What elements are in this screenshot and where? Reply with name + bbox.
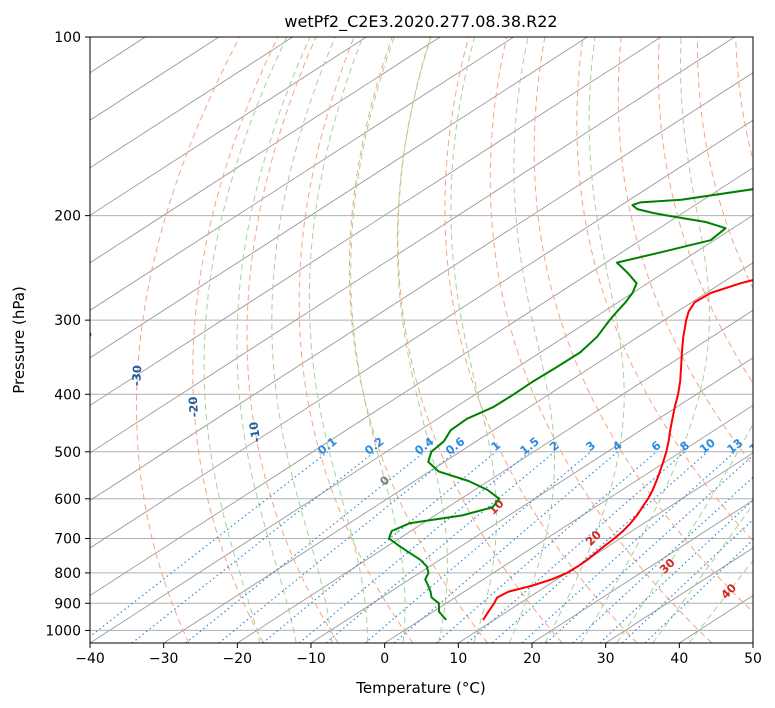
moist-adiabat-line [450, 37, 497, 643]
dry-adiabat-label: -40 [77, 329, 94, 352]
mixing-ratio-line [644, 539, 753, 643]
moist-adiabat-line [688, 559, 753, 643]
x-tick-label: 30 [597, 651, 615, 667]
mixing-ratio-line [218, 451, 456, 643]
isotherm-line [90, 72, 753, 501]
mixing-ratio-line [185, 451, 426, 643]
mixing-ratio-line [90, 451, 329, 638]
y-axis-label: Pressure (hPa) [10, 286, 28, 394]
isotherm-line [90, 167, 753, 597]
y-tick-label: 400 [54, 387, 81, 403]
dry-adiabat-line [444, 37, 638, 643]
x-tick-label: −20 [223, 651, 253, 667]
isotherm-line [458, 452, 753, 643]
dry-adiabat-line [657, 37, 753, 385]
isotherm-line [90, 119, 753, 549]
mixing-ratio-line [131, 451, 376, 643]
mixing-ratio-line [621, 518, 753, 643]
isotherm-line [90, 37, 588, 359]
x-tick-label: 10 [449, 651, 467, 667]
isotherm-line [90, 214, 753, 643]
y-tick-label: 900 [54, 596, 81, 612]
mixing-ratio-line [262, 451, 497, 643]
y-tick-label: 200 [54, 209, 81, 225]
profile-traces [388, 188, 753, 621]
isotherm-line [90, 37, 735, 454]
x-tick-label: 40 [670, 651, 688, 667]
dry-adiabat-line [136, 37, 240, 643]
y-tick-label: 700 [54, 532, 81, 548]
dry-adiabat-line [348, 37, 488, 643]
dry-adiabat-line [298, 37, 414, 643]
y-tick-label: 800 [54, 566, 81, 582]
y-tick-label: 300 [54, 313, 81, 329]
y-tick-label: 1000 [45, 623, 81, 639]
dry-adiabat-line [576, 37, 753, 542]
x-tick-label: 0 [380, 651, 389, 667]
isotherm-line [531, 499, 753, 643]
temperature-trace [482, 278, 753, 621]
dry-adiabat-label: -20 [186, 396, 201, 418]
isotherm-line [90, 37, 662, 406]
background-lines [90, 37, 753, 643]
moist-adiabat-line [652, 503, 753, 643]
mixing-ratio-line [364, 451, 592, 643]
mixing-ratio-line [298, 451, 531, 643]
y-tick-label: 500 [54, 445, 81, 461]
mixing-ratio-line [467, 451, 686, 643]
isotherm-line [384, 404, 753, 643]
moist-adiabat-line [580, 37, 710, 643]
plot-frame [89, 36, 754, 644]
isotherm-line [90, 37, 367, 216]
mixing-ratio-line [325, 451, 556, 643]
dry-adiabat-line [489, 37, 713, 643]
x-tick-label: −40 [75, 651, 105, 667]
moist-adiabat-line [308, 37, 369, 643]
isotherm-line [90, 37, 293, 169]
x-axis-label: Temperature (°C) [355, 679, 485, 697]
dry-adiabat-line [246, 37, 339, 643]
y-tick-label: 100 [54, 30, 81, 46]
plot-area [90, 37, 753, 643]
dry-adiabat-line [192, 37, 279, 643]
dewpoint-trace [388, 188, 753, 621]
moist-adiabat-line [508, 37, 555, 643]
moist-adiabat-line [616, 423, 753, 643]
mixing-ratio-line [521, 451, 736, 643]
y-tick-label: 600 [54, 492, 81, 508]
x-tick-label: 20 [523, 651, 541, 667]
x-tick-label: −30 [149, 651, 179, 667]
dry-adiabat-line [397, 37, 563, 643]
x-tick-label: 50 [744, 651, 762, 667]
isotherm-line [163, 262, 753, 643]
y-axis: 1000 900 800 700 600 500 400 300 200 100 [45, 30, 90, 639]
mixing-ratio-label: 16 [746, 436, 767, 457]
moist-adiabat-line [396, 37, 448, 643]
isotherm-line [90, 37, 441, 264]
dry-adiabat-line [533, 37, 753, 613]
dry-adiabat-label: -10 [246, 421, 263, 444]
dry-adiabat-label: -30 [129, 365, 144, 387]
isotherm-line [90, 37, 514, 311]
isotherm-line [310, 357, 753, 643]
x-axis: −40 −30 −20 −10 0 10 20 30 40 50 [75, 643, 762, 667]
x-tick-label: −10 [296, 651, 326, 667]
chart-title: wetPf2_C2E3.2020.277.08.38.R22 [284, 12, 557, 32]
